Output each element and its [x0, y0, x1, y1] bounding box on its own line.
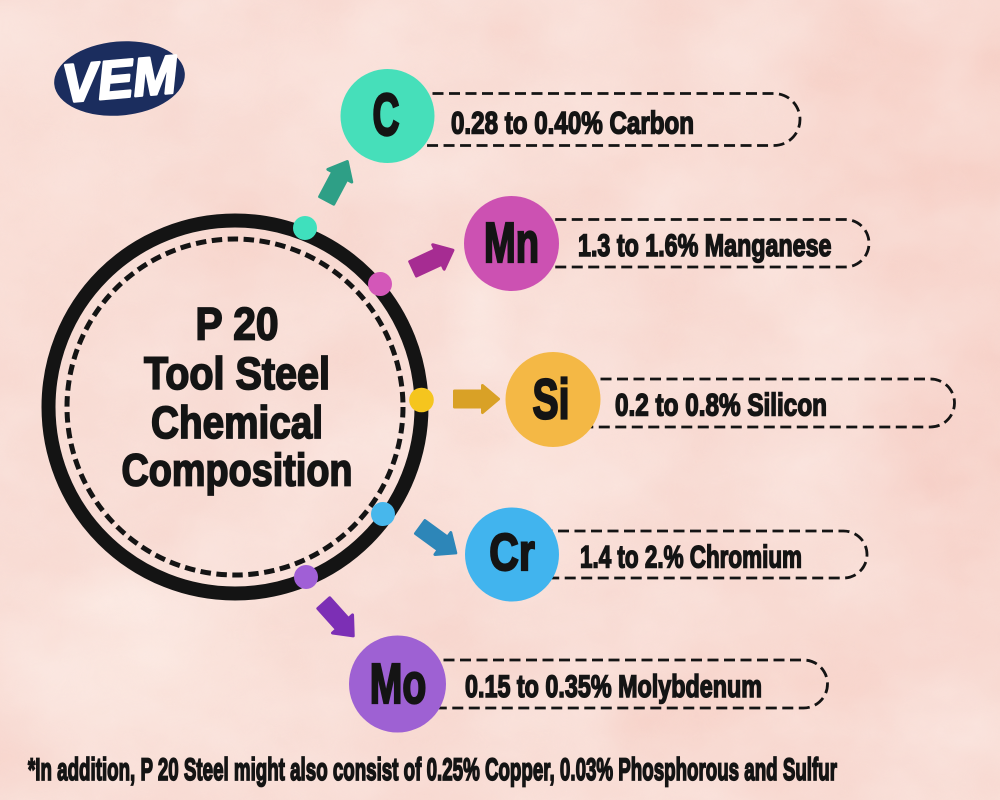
svg-text:VEM: VEM — [60, 45, 181, 115]
svg-text:1.4 to 2.% Chromium: 1.4 to 2.% Chromium — [580, 539, 802, 574]
svg-text:Si: Si — [533, 369, 570, 432]
svg-text:C: C — [373, 82, 400, 148]
svg-text:Chemical: Chemical — [151, 397, 323, 448]
svg-text:P 20: P 20 — [196, 299, 279, 350]
svg-text:0.15 to 0.35% Molybdenum: 0.15 to 0.35% Molybdenum — [465, 669, 762, 704]
svg-text:Cr: Cr — [489, 523, 535, 582]
svg-text:Composition: Composition — [122, 445, 353, 496]
svg-text:0.2 to 0.8% Silicon: 0.2 to 0.8% Silicon — [615, 387, 827, 422]
svg-text:0.28 to 0.40% Carbon: 0.28 to 0.40% Carbon — [451, 105, 694, 140]
svg-text:Mn: Mn — [484, 212, 539, 275]
svg-text:*In addition, P 20 Steel might: *In addition, P 20 Steel might also cons… — [28, 751, 837, 787]
svg-text:Tool Steel: Tool Steel — [144, 348, 330, 399]
svg-text:1.3 to 1.6% Manganese: 1.3 to 1.6% Manganese — [578, 228, 832, 263]
svg-text:Mo: Mo — [370, 653, 427, 716]
